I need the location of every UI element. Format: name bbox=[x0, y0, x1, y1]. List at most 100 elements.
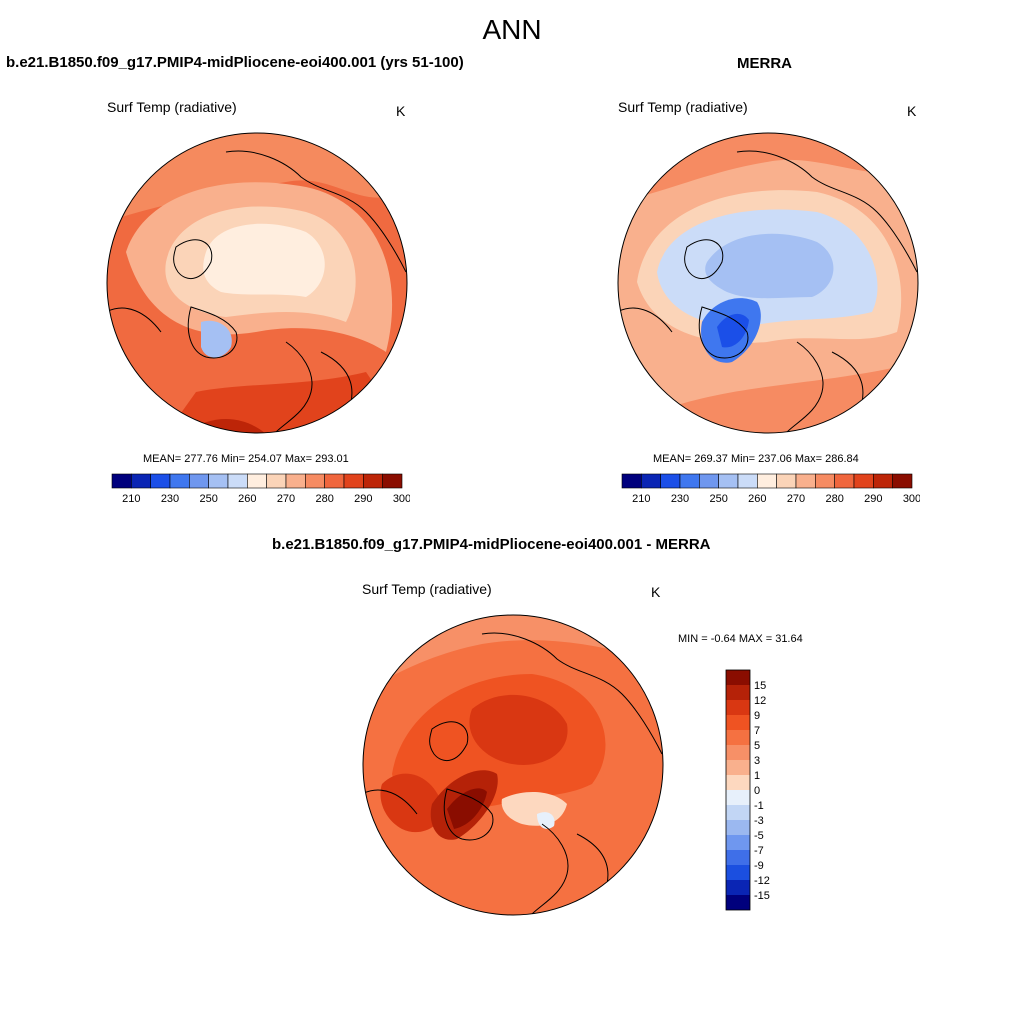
panel-2-colorbar-box bbox=[660, 473, 681, 489]
panel-1-colorbar-box bbox=[247, 473, 267, 489]
panel-2-map-border bbox=[617, 132, 919, 434]
panel-3-polar-map bbox=[362, 614, 664, 916]
panel-2-colorbar-box bbox=[815, 473, 835, 489]
panel-2-colorbar-box bbox=[718, 473, 739, 489]
panel-3-colorbar-box bbox=[726, 670, 750, 685]
panel-3-colorbar-tick-label: -15 bbox=[754, 890, 770, 902]
panel-2-colorbar-box bbox=[776, 473, 797, 489]
panel-1-colorbar-box bbox=[266, 473, 287, 489]
panel-1-colorbar-box bbox=[305, 473, 325, 489]
panel-1-colorbar-box bbox=[208, 473, 229, 489]
panel-2-colorbar-box bbox=[892, 473, 913, 489]
panel-2-units-label: K bbox=[907, 103, 917, 119]
panel-1-map-border bbox=[106, 132, 408, 434]
panel-3-field-contour bbox=[380, 773, 443, 833]
panel-3-minmax: MIN = -0.64 MAX = 31.64 bbox=[678, 633, 803, 645]
panel-3-units-label: K bbox=[651, 584, 661, 600]
panel-3-colorbar-frame bbox=[725, 669, 751, 911]
panel-1-colorbar-tick-label: 290 bbox=[354, 493, 372, 505]
panel-3-colorbar-box bbox=[726, 730, 750, 745]
panel-2-colorbar-box bbox=[757, 473, 777, 489]
panel-1-colorbar-box bbox=[363, 473, 383, 489]
panel-1-colorbar-box bbox=[111, 473, 132, 489]
panel-1-colorbar-box bbox=[285, 473, 306, 489]
panel-3-colorbar-box bbox=[726, 745, 750, 760]
panel-3-colorbar-tick-label: 9 bbox=[754, 710, 760, 722]
panel-2-polar-map bbox=[617, 132, 919, 434]
panel-2-title: MERRA bbox=[737, 55, 792, 72]
panel-1-polar-map bbox=[106, 132, 408, 434]
panel-3-colorbar-box bbox=[726, 820, 750, 835]
panel-3-colorbar-tick-label: -7 bbox=[754, 845, 764, 857]
panel-1-colorbar-box bbox=[189, 473, 209, 489]
panel-3-colorbar-box bbox=[726, 805, 750, 820]
panel-2-colorbar-box bbox=[737, 473, 758, 489]
panel-2-colorbar-tick-label: 290 bbox=[864, 493, 882, 505]
panel-3-colorbar-box bbox=[726, 760, 750, 775]
panel-1-colorbar-box bbox=[343, 473, 364, 489]
panel-3-map-border bbox=[362, 614, 664, 916]
panel-2-colorbar-box bbox=[795, 473, 816, 489]
panel-2-field-contour bbox=[705, 233, 834, 299]
panel-1-colorbar-tick-label: 210 bbox=[122, 493, 140, 505]
panel-3-colorbar-tick-label: -12 bbox=[754, 875, 770, 887]
panel-2-variable-label: Surf Temp (radiative) bbox=[618, 99, 748, 115]
panel-3-colorbar-tick-label: 3 bbox=[754, 755, 760, 767]
panel-3-colorbar-tick-label: 15 bbox=[754, 680, 766, 692]
panel-2-colorbar-box bbox=[621, 473, 642, 489]
panel-3-colorbar-tick-label: 0 bbox=[754, 785, 760, 797]
panel-1-colorbar-box bbox=[150, 473, 171, 489]
panel-1-field-contour bbox=[201, 320, 232, 358]
panel-1-colorbar-tick-label: 230 bbox=[161, 493, 179, 505]
panel-3-colorbar-box bbox=[726, 865, 750, 880]
panel-1-colorbar-box bbox=[324, 473, 345, 489]
panel-1-coastlines bbox=[107, 150, 407, 433]
panel-2-colorbar-tick-label: 260 bbox=[748, 493, 766, 505]
panel-1-colorbar-tick-label: 270 bbox=[277, 493, 295, 505]
panel-2-colorbar-tick-label: 250 bbox=[709, 493, 727, 505]
panel-3-colorbar-box bbox=[726, 790, 750, 805]
panel-2-colorbar-tick-label: 300 bbox=[903, 493, 920, 505]
panel-3-title: b.e21.B1850.f09_g17.PMIP4-midPliocene-eo… bbox=[272, 536, 711, 553]
panel-2-field-contour bbox=[717, 313, 749, 348]
panel-3-colorbar-tick-label: -3 bbox=[754, 815, 764, 827]
panel-2-colorbar-box bbox=[641, 473, 661, 489]
panel-3-colorbar: 15 12 9 7 5 3 1 0 -1 -3 -5 -7 -9 -12 -15 bbox=[725, 669, 770, 911]
panel-2-colorbar: 210 230 250 260 270 280 290 300 bbox=[621, 473, 920, 505]
main-title: ANN bbox=[482, 14, 542, 45]
panel-1-colorbar-box bbox=[382, 473, 403, 489]
panel-3-colorbar-tick-label: 5 bbox=[754, 740, 760, 752]
panel-1-title: b.e21.B1850.f09_g17.PMIP4-midPliocene-eo… bbox=[6, 54, 464, 71]
panel-3-colorbar-box bbox=[726, 715, 750, 730]
panel-1-colorbar-tick-label: 260 bbox=[238, 493, 256, 505]
panel-1-colorbar: 210 230 250 260 270 280 290 300 bbox=[111, 473, 410, 505]
panel-3-colorbar-tick-label: -5 bbox=[754, 830, 764, 842]
panel-1-stats: MEAN= 277.76 Min= 254.07 Max= 293.01 bbox=[143, 453, 349, 465]
panel-3-field-contour bbox=[469, 694, 568, 765]
panel-3-variable-label: Surf Temp (radiative) bbox=[362, 581, 492, 597]
panel-2-colorbar-box bbox=[699, 473, 719, 489]
panel-3-colorbar-box bbox=[726, 880, 750, 895]
panel-1-field-contour bbox=[203, 223, 325, 297]
panel-1-colorbar-tick-label: 280 bbox=[315, 493, 333, 505]
panel-3-colorbar-box bbox=[726, 685, 750, 700]
panel-3-colorbar-tick-label: 1 bbox=[754, 770, 760, 782]
panel-2-colorbar-box bbox=[853, 473, 874, 489]
panel-2-colorbar-tick-label: 210 bbox=[632, 493, 650, 505]
panel-1-colorbar-box bbox=[227, 473, 248, 489]
panel-1-variable-label: Surf Temp (radiative) bbox=[107, 99, 237, 115]
panel-3-colorbar-tick-label: -9 bbox=[754, 860, 764, 872]
panel-2-colorbar-tick-label: 270 bbox=[787, 493, 805, 505]
panel-2-colorbar-tick-label: 280 bbox=[825, 493, 843, 505]
panel-3-colorbar-tick-label: 7 bbox=[754, 725, 760, 737]
panel-1-colorbar-tick-label: 300 bbox=[393, 493, 410, 505]
panel-1-colorbar-tick-label: 250 bbox=[199, 493, 217, 505]
panel-3-colorbar-box bbox=[726, 775, 750, 790]
panel-3-colorbar-tick-label: -1 bbox=[754, 800, 764, 812]
panel-1-colorbar-box bbox=[131, 473, 151, 489]
panel-3-field-contour bbox=[537, 812, 555, 829]
panel-2-colorbar-box bbox=[834, 473, 855, 489]
panel-3-colorbar-box bbox=[726, 835, 750, 850]
panel-3-colorbar-box bbox=[726, 850, 750, 865]
panel-3-colorbar-box bbox=[726, 700, 750, 715]
